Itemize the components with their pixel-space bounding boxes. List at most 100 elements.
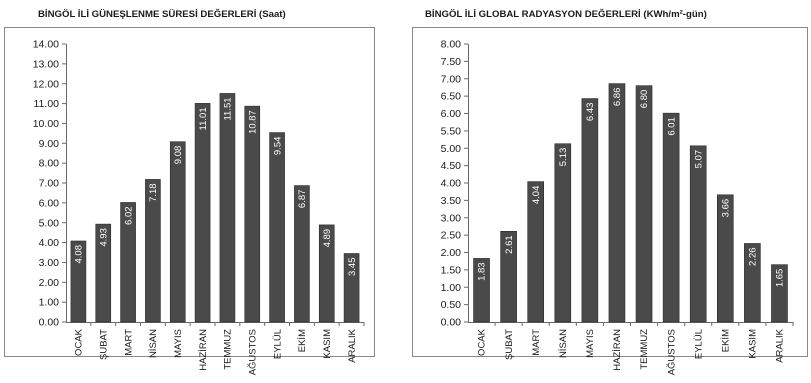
- sunshine-bar: [194, 103, 211, 323]
- radiation-bar: [554, 143, 572, 323]
- radiation-category-label: EKİM: [720, 329, 731, 352]
- sunshine-category-label: AĞUSTOS: [247, 329, 258, 375]
- radiation-value-label: 5.07: [693, 150, 704, 169]
- sunshine-category-label: TEMMUZ: [223, 329, 234, 370]
- sunshine-y-tick-label: 3.00: [39, 257, 60, 269]
- sunshine-category-label: NİSAN: [148, 329, 159, 358]
- sunshine-y-tick-label: 1.00: [39, 297, 60, 309]
- sunshine-chart-frame: [4, 27, 375, 357]
- sunshine-value-label: 7.18: [148, 183, 159, 202]
- radiation-value-label: 1.83: [477, 262, 488, 281]
- radiation-y-tick-label: 3.50: [441, 195, 462, 207]
- sunshine-value-label: 4.08: [74, 245, 85, 263]
- sunshine-bar: [95, 223, 112, 323]
- sunshine-category-label: MAYIS: [173, 329, 184, 358]
- radiation-bar: [500, 231, 517, 323]
- sunshine-value-label: 6.87: [297, 190, 308, 209]
- radiation-value-label: 6.01: [666, 117, 677, 136]
- radiation-category-label: KASIM: [748, 329, 759, 359]
- radiation-y-tick-label: 3.00: [441, 212, 462, 224]
- sunshine-bar: [294, 185, 310, 323]
- sunshine-bar: [219, 93, 236, 323]
- sunshine-category-label: MART: [123, 329, 134, 356]
- sunshine-y-tick-label: 2.00: [39, 277, 60, 289]
- sunshine-y-tick-label: 11.00: [34, 98, 60, 110]
- sunshine-category-label: HAZİRAN: [198, 329, 209, 371]
- sunshine-category-label: ARALIK: [347, 328, 358, 362]
- sunshine-y-tick-label: 13.00: [33, 58, 59, 70]
- radiation-bar: [689, 145, 707, 323]
- radiation-category-label: TEMMUZ: [639, 329, 650, 370]
- radiation-category-label: MART: [531, 329, 542, 356]
- sunshine-bar: [169, 141, 186, 323]
- sunshine-bar: [120, 202, 136, 323]
- sunshine-bar: [70, 240, 87, 323]
- radiation-y-tick-label: 4.50: [441, 160, 462, 172]
- radiation-category-label: HAZİRAN: [612, 329, 623, 371]
- chart-radiation-svg: 0.00 0.50 1.00 1.50 2.00 2.50 3.00 3.50 4.00 4.50…: [412, 27, 808, 375]
- chart-sunshine-title: BİNGÖL İLİ GÜNEŞLENME SÜRESİ DEĞERLERİ (…: [38, 9, 286, 20]
- radiation-category-label: EYLÜL: [693, 329, 704, 359]
- sunshine-y-tick-label: 7.00: [39, 178, 60, 190]
- sunshine-y-tick-label: 8.00: [39, 158, 60, 170]
- sunshine-y-tick-label: 12.00: [33, 78, 59, 90]
- sunshine-y-tick-label: 6.00: [39, 197, 60, 209]
- radiation-y-tick-label: 0.50: [441, 299, 462, 311]
- radiation-y-tick-label: 7.50: [441, 56, 462, 68]
- sunshine-value-label: 3.45: [347, 257, 358, 276]
- radiation-category-label: ARALIK: [775, 328, 786, 362]
- radiation-bar: [716, 194, 734, 323]
- sunshine-category-label: OCAK: [74, 328, 85, 356]
- radiation-value-label: 2.61: [504, 235, 515, 254]
- chart-sunshine-svg: 0.00 1.00 2.00 3.00 4.00 5.00 6.00 7.00 8.00 9.00…: [4, 27, 375, 375]
- radiation-value-label: 3.66: [720, 199, 731, 218]
- radiation-value-label: 6.80: [639, 90, 650, 109]
- sunshine-bar: [343, 253, 360, 323]
- radiation-category-label: AĞUSTOS: [666, 329, 677, 375]
- radiation-value-label: 4.04: [531, 186, 542, 205]
- sunshine-bar: [318, 224, 335, 323]
- chart-radiation-panel: BİNGÖL İLİ GLOBAL RADYASYON DEĞERLERİ (K…: [411, 0, 811, 383]
- sunshine-y-tick-label: 5.00: [39, 217, 60, 229]
- sunshine-value-label: 11.01: [198, 107, 209, 130]
- radiation-y-tick-label: 2.00: [441, 247, 462, 259]
- radiation-y-tick-label: 1.00: [441, 282, 462, 294]
- radiation-bar: [662, 112, 680, 323]
- sunshine-value-label: 6.02: [123, 206, 134, 225]
- radiation-y-tick-label: 5.00: [441, 143, 462, 155]
- radiation-value-label: 5.13: [558, 148, 569, 167]
- sunshine-category-label: EKİM: [297, 329, 308, 352]
- radiation-bar: [608, 83, 626, 323]
- radiation-category-label: NİSAN: [558, 329, 569, 358]
- radiation-y-tick-label: 5.50: [441, 125, 462, 137]
- sunshine-bar: [244, 105, 261, 323]
- radiation-bar: [744, 243, 761, 323]
- radiation-bar: [635, 85, 653, 323]
- radiation-y-tick-label: 1.50: [441, 264, 462, 276]
- sunshine-value-label: 10.87: [247, 110, 258, 134]
- sunshine-y-tick-label: 9.00: [39, 138, 60, 150]
- sunshine-category-label: KASIM: [322, 329, 333, 359]
- radiation-y-tick-label: 4.00: [441, 178, 462, 190]
- radiation-y-tick-label: 6.00: [441, 108, 462, 120]
- radiation-y-tick-label: 6.50: [441, 91, 462, 103]
- sunshine-value-label: 4.93: [98, 228, 109, 247]
- radiation-bar: [527, 181, 545, 323]
- sunshine-bar: [145, 179, 161, 323]
- sunshine-category-label: ŞUBAT: [98, 329, 109, 360]
- radiation-y-tick-label: 7.00: [441, 73, 462, 85]
- sunshine-y-tick-label: 4.00: [39, 237, 60, 249]
- radiation-category-label: OCAK: [477, 328, 488, 356]
- sunshine-value-label: 11.51: [223, 97, 234, 120]
- sunshine-y-tick-label: 10.00: [33, 118, 59, 130]
- radiation-y-tick-label: 8.00: [441, 39, 462, 51]
- radiation-bar: [581, 98, 599, 323]
- radiation-bar: [473, 258, 490, 323]
- chart-sunshine-panel: BİNGÖL İLİ GÜNEŞLENME SÜRESİ DEĞERLERİ (…: [0, 0, 400, 383]
- radiation-value-label: 6.86: [612, 88, 623, 107]
- sunshine-value-label: 9.08: [173, 146, 184, 165]
- radiation-y-tick-label: 2.50: [441, 230, 462, 242]
- radiation-value-label: 2.26: [748, 247, 759, 266]
- radiation-value-label: 1.65: [775, 269, 786, 288]
- radiation-y-tick-label: 0.00: [441, 317, 462, 329]
